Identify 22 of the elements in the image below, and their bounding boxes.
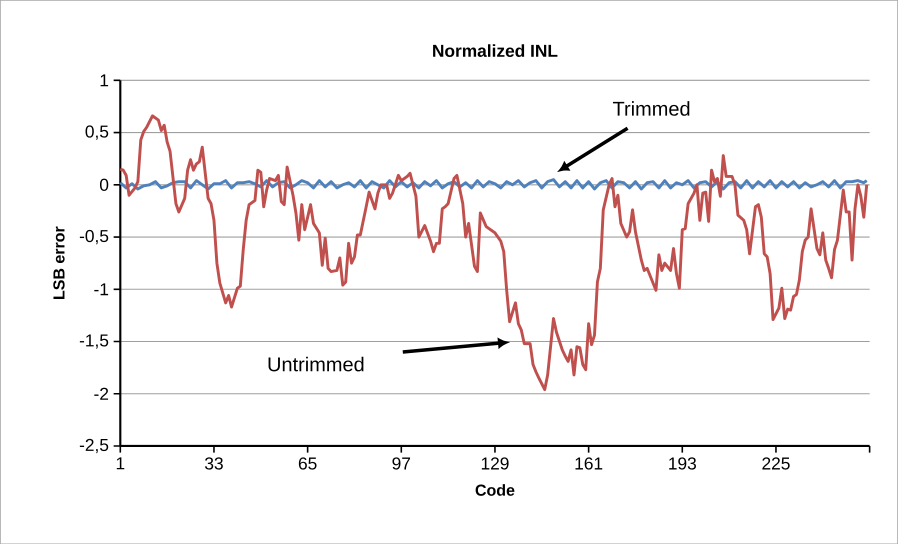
annotation: Trimmed <box>612 101 690 116</box>
x-tick-label: 129 <box>482 457 509 470</box>
y-tick-label: -2 <box>94 388 108 400</box>
x-tick-label: 97 <box>392 457 410 470</box>
chart-title: Normalized INL <box>433 44 558 57</box>
x-tick-label: 193 <box>669 457 696 470</box>
y-tick-label: -2,5 <box>80 438 108 453</box>
y-tick-label: 0,5 <box>86 125 108 140</box>
y-tick-label: -1 <box>94 283 108 296</box>
y-tick-label: 1 <box>100 74 108 86</box>
line-series <box>118 114 868 391</box>
x-tick-label: 1 <box>116 457 124 470</box>
y-axis-title: LSB error <box>53 226 65 299</box>
y-tick-label: -0,5 <box>80 230 108 244</box>
x-tick-label: 65 <box>298 457 317 470</box>
x-tick-label: 225 <box>762 457 790 470</box>
x-tick-label: 33 <box>205 457 223 470</box>
y-tick-label: 0 <box>100 178 108 191</box>
y-tick-label: -1,5 <box>80 334 108 348</box>
annotation: Untrimmed <box>268 356 364 372</box>
x-tick-label: 161 <box>576 457 602 470</box>
x-axis-title: Code <box>476 484 514 496</box>
